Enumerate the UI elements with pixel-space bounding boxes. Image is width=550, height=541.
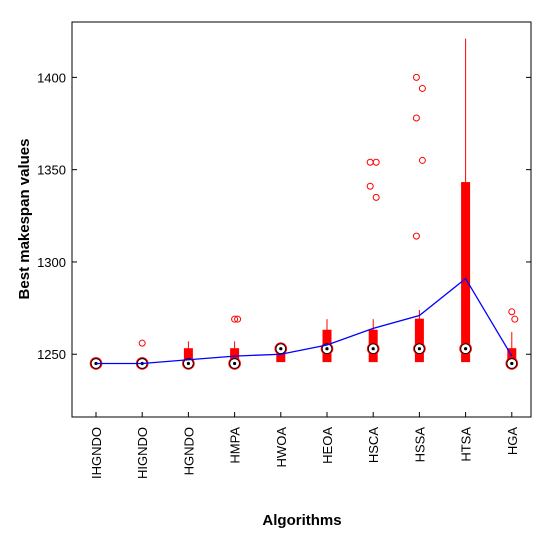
x-tick-label: HGA bbox=[505, 427, 520, 456]
median-dot bbox=[510, 361, 514, 366]
median-dot bbox=[279, 347, 283, 351]
median-dot bbox=[325, 347, 329, 351]
box-htsa bbox=[460, 38, 472, 363]
box-hssa bbox=[412, 73, 426, 363]
median-ring bbox=[366, 342, 380, 356]
x-tick-label: HSCA bbox=[366, 427, 381, 463]
outlier-point bbox=[234, 315, 242, 323]
outlier-point bbox=[366, 182, 374, 190]
median-dot bbox=[371, 347, 375, 351]
y-axis: 1250 1300 1350 1400 bbox=[37, 70, 531, 362]
x-tick-label: HEOA bbox=[320, 427, 335, 464]
median-dot bbox=[186, 361, 190, 366]
x-tick-label: HWOA bbox=[274, 427, 289, 468]
y-tick-label: 1300 bbox=[37, 255, 66, 270]
plot-frame bbox=[71, 21, 532, 418]
outlier-point bbox=[418, 156, 426, 164]
plot-background bbox=[72, 22, 531, 417]
x-tick-label: HSSA bbox=[412, 427, 427, 463]
outlier-point bbox=[372, 193, 380, 201]
outlier-point bbox=[412, 73, 420, 81]
x-tick-label: IHGNDO bbox=[89, 427, 104, 479]
box-body bbox=[461, 182, 471, 363]
plot-layer bbox=[89, 38, 519, 370]
x-tick-label: HTSA bbox=[459, 427, 474, 462]
median-dot bbox=[233, 361, 237, 366]
box-hga bbox=[506, 308, 519, 370]
x-tick-label: HIGNDO bbox=[135, 427, 150, 479]
outlier-point bbox=[138, 339, 146, 347]
box-hwoa bbox=[275, 343, 287, 363]
outlier-point bbox=[412, 114, 420, 122]
outlier-point bbox=[231, 315, 239, 323]
median-dot bbox=[417, 347, 421, 351]
x-axis: IHGNDO HIGNDO HGNDO HMPA HWOA HEOA HSCA HSSA HTS… bbox=[89, 412, 520, 479]
median-dot bbox=[464, 347, 468, 351]
box-hgndo bbox=[182, 341, 194, 370]
median-ring bbox=[459, 342, 472, 356]
x-axis-title: Algorithms bbox=[262, 512, 341, 529]
y-axis-title: Best makespan values bbox=[16, 139, 33, 300]
outlier-point bbox=[412, 232, 420, 240]
outlier-point bbox=[372, 158, 380, 166]
box-heoa bbox=[321, 319, 333, 363]
x-tick-label: HGNDO bbox=[181, 427, 196, 475]
box-hsca bbox=[366, 158, 380, 363]
y-tick-label: 1400 bbox=[37, 70, 66, 85]
outlier-point bbox=[418, 84, 426, 92]
median-ring bbox=[320, 342, 334, 356]
y-tick-label: 1350 bbox=[37, 163, 66, 178]
median-ring bbox=[413, 342, 426, 356]
outlier-point bbox=[508, 308, 516, 316]
median-ring bbox=[182, 357, 195, 370]
median-ring bbox=[505, 357, 519, 370]
mean-line bbox=[96, 277, 513, 365]
box-body bbox=[414, 318, 424, 363]
x-tick-label: HMPA bbox=[228, 427, 243, 464]
outlier-point bbox=[511, 315, 519, 323]
median-ring bbox=[228, 357, 241, 370]
y-tick-label: 1250 bbox=[37, 347, 66, 362]
